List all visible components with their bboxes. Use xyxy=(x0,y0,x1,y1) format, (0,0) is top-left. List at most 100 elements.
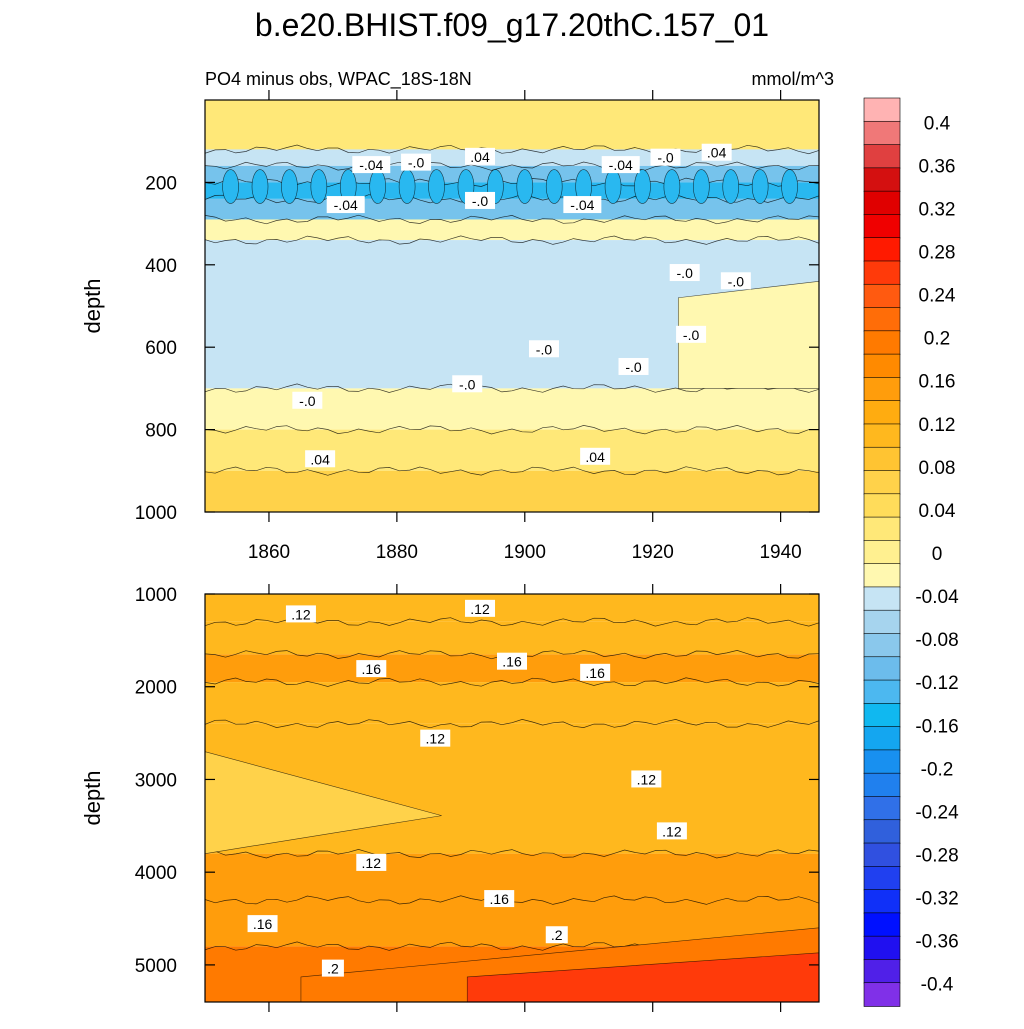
units-label: mmol/m^3 xyxy=(752,69,834,89)
colorbar-label: -0.04 xyxy=(915,587,959,608)
colorbar-swatch xyxy=(863,307,901,332)
colorbar-label: 0 xyxy=(932,544,943,565)
svg-text:.12: .12 xyxy=(362,855,382,871)
colorbar-label: 0.36 xyxy=(919,156,956,177)
colorbar-swatch xyxy=(863,679,901,705)
colorbar-label: -0.4 xyxy=(921,975,954,996)
colorbar-swatch xyxy=(863,749,901,774)
colorbar-label: -0.12 xyxy=(915,673,958,694)
svg-text:.16: .16 xyxy=(253,916,273,932)
blue-core xyxy=(634,169,651,204)
svg-text:.2: .2 xyxy=(551,927,563,943)
colorbar-swatch xyxy=(863,97,901,123)
x-tick-label: 1900 xyxy=(504,542,546,563)
y-tick-label: 2000 xyxy=(135,678,177,699)
y-tick-label: 4000 xyxy=(135,863,177,884)
contour-line xyxy=(205,466,819,476)
y-tick-label: 200 xyxy=(145,173,177,194)
contour-label: -.0 xyxy=(669,264,700,282)
contour-label: .12 xyxy=(356,853,387,871)
svg-text:-.0: -.0 xyxy=(677,265,694,281)
contour-label: .04 xyxy=(580,447,611,465)
colorbar-label: 0.28 xyxy=(919,242,956,263)
blue-core xyxy=(310,169,328,204)
contour-label: -.04 xyxy=(601,156,640,174)
svg-text:.16: .16 xyxy=(585,665,605,681)
contour-label: .04 xyxy=(465,147,496,165)
blue-core xyxy=(781,169,798,204)
blue-core xyxy=(751,169,769,204)
contour-label: .12 xyxy=(465,599,496,617)
svg-text:-.0: -.0 xyxy=(472,193,489,209)
colorbar-swatch xyxy=(863,260,901,286)
contour-region xyxy=(205,751,442,854)
contour-band xyxy=(205,682,819,724)
contour-label: .16 xyxy=(497,652,527,670)
colorbar-swatch xyxy=(863,866,901,891)
colorbar-label: -0.08 xyxy=(915,630,958,651)
y-axis-label: depth xyxy=(80,278,105,333)
colorbar: 0.4 0.36 0.32 0.28 0.24 0.2 0.16 0.12 0.08 0.04 0 -… xyxy=(863,97,959,1007)
svg-text:.12: .12 xyxy=(637,771,657,787)
svg-text:-.0: -.0 xyxy=(683,327,700,343)
contour-band xyxy=(205,621,819,655)
blue-core xyxy=(604,169,622,204)
colorbar-swatch xyxy=(863,493,901,518)
colorbar-swatch xyxy=(863,330,901,355)
contour-label: .16 xyxy=(580,663,611,681)
y-tick-label: 5000 xyxy=(135,956,177,977)
contour-label: -.0 xyxy=(618,357,649,375)
colorbar-swatch xyxy=(863,563,901,588)
contour-label: .12 xyxy=(285,605,316,623)
plot-frame xyxy=(204,99,820,513)
svg-text:.04: .04 xyxy=(310,451,330,467)
blue-core xyxy=(545,169,563,204)
contour-label: -.04 xyxy=(563,196,602,214)
y-tick-label: 400 xyxy=(145,256,177,277)
colorbar-swatch xyxy=(863,470,901,495)
contour-label: .12 xyxy=(631,770,662,788)
colorbar-label: 0.08 xyxy=(919,458,956,479)
svg-text:-.0: -.0 xyxy=(536,341,553,357)
colorbar-swatch xyxy=(863,726,901,751)
colorbar-swatch xyxy=(863,796,901,821)
blue-core xyxy=(369,169,386,204)
blue-core xyxy=(693,169,710,204)
contour-label: -.0 xyxy=(720,272,751,290)
colorbar-swatch xyxy=(863,283,901,309)
contour-band xyxy=(205,100,819,150)
colorbar-swatch xyxy=(863,609,901,635)
colorbar-swatch xyxy=(863,703,901,728)
colorbar-label: 0.24 xyxy=(919,286,956,307)
svg-text:-.0: -.0 xyxy=(657,150,674,166)
colorbar-swatch xyxy=(863,214,901,239)
colorbar-label: -0.36 xyxy=(915,932,958,953)
contour-label: .04 xyxy=(701,143,732,161)
colorbar-label: -0.2 xyxy=(921,759,954,780)
contour-label: .2 xyxy=(321,959,344,977)
colorbar-label: 0.32 xyxy=(919,199,956,220)
contour-label: .12 xyxy=(656,822,687,840)
colorbar-label: 0.12 xyxy=(919,415,956,436)
svg-text:-.0: -.0 xyxy=(728,273,745,289)
colorbar-swatch xyxy=(863,144,901,169)
svg-text:.2: .2 xyxy=(327,961,339,977)
contour-line xyxy=(205,235,819,245)
contour-label: -.0 xyxy=(676,325,707,343)
x-tick-label: 1880 xyxy=(376,542,418,563)
chart-title: b.e20.BHIST.f09_g17.20thC.157_01 xyxy=(255,7,769,43)
svg-text:-.0: -.0 xyxy=(459,376,476,392)
contour-label: -.0 xyxy=(650,148,681,166)
blue-core xyxy=(222,169,239,204)
colorbar-swatch xyxy=(863,237,901,262)
y-tick-label: 1000 xyxy=(135,585,177,606)
colorbar-label: -0.24 xyxy=(915,802,959,823)
blue-core xyxy=(281,169,298,204)
contour-line xyxy=(205,161,819,171)
colorbar-swatch xyxy=(863,633,901,658)
colorbar-swatch xyxy=(863,586,901,612)
colorbar-swatch xyxy=(863,540,901,565)
svg-text:.16: .16 xyxy=(489,891,509,907)
svg-text:-.04: -.04 xyxy=(359,157,383,173)
colorbar-swatch xyxy=(863,772,901,798)
